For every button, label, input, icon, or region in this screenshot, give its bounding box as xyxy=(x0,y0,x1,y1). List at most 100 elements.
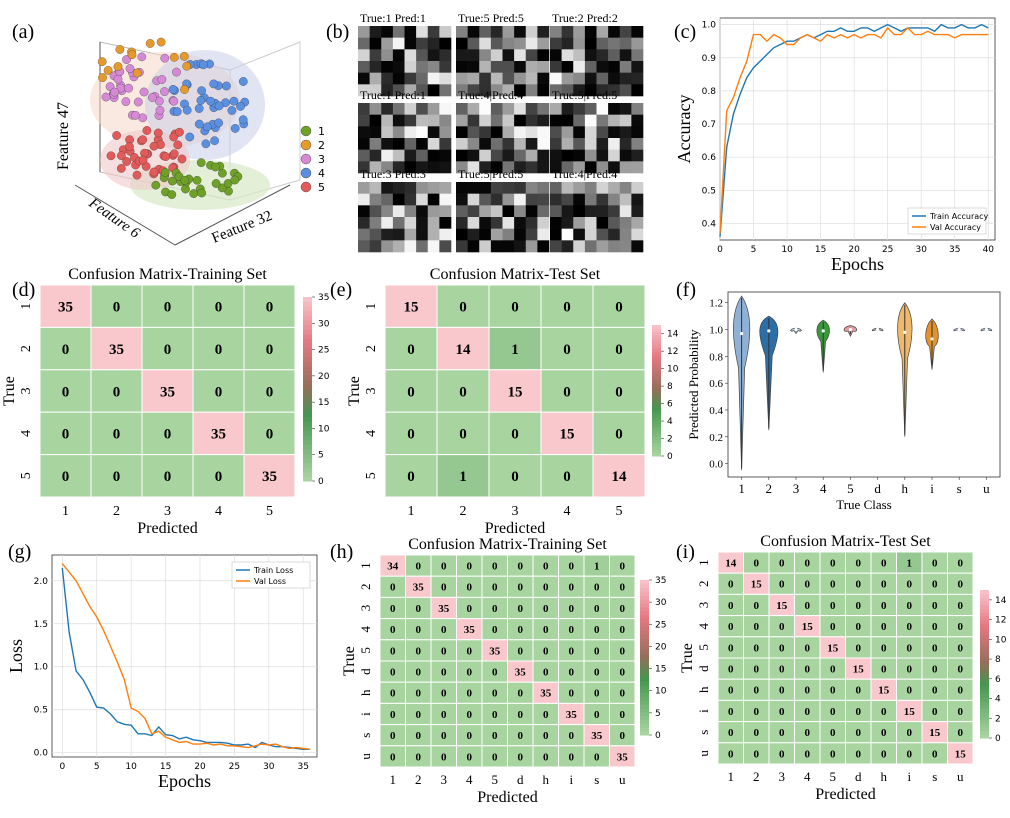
pixel xyxy=(514,217,527,229)
point-class-4 xyxy=(206,96,215,106)
x-tick-label: h xyxy=(902,481,909,496)
colorbar-segment xyxy=(980,656,989,661)
y-tick-label: s xyxy=(358,733,373,738)
cell-value: 15 xyxy=(853,663,865,675)
feature-map-caption-5: True:4|Pred:4 xyxy=(458,88,523,102)
pixel xyxy=(439,240,452,253)
pixel xyxy=(456,138,468,150)
pixel xyxy=(381,72,394,85)
pixel xyxy=(439,126,452,139)
y-tick-label: 1 xyxy=(696,559,711,566)
pixel xyxy=(479,161,492,174)
cell-value: 0 xyxy=(754,621,760,633)
colorbar-segment xyxy=(980,590,989,595)
pixel xyxy=(358,49,370,62)
cell-value: 0 xyxy=(518,645,524,657)
colorbar-tick-label: 35 xyxy=(318,293,329,303)
pixel xyxy=(490,205,503,218)
pixel xyxy=(596,61,609,73)
cell-value: 0 xyxy=(728,642,734,654)
panel-d-confusion-train: 35 0 0 0 0 0 35 0 0 0 0 0 35 0 0 0 0 0 35 0 0 0 0 0 35 1 2 3 4 5 1 2 3 4 5… xyxy=(1,266,330,537)
cell-value: 0 xyxy=(569,751,575,763)
cell-value: 0 xyxy=(958,663,964,675)
pixel xyxy=(608,205,621,218)
pixel xyxy=(584,240,597,253)
pixel xyxy=(502,103,515,115)
pixel xyxy=(467,126,480,139)
colorbar-tick-label: 4 xyxy=(995,695,1001,705)
colorbar-segment xyxy=(652,439,661,444)
pixel xyxy=(404,193,417,206)
point-class-2 xyxy=(98,73,107,82)
pixel xyxy=(631,103,644,115)
pixel xyxy=(490,49,503,62)
cell-value: 0 xyxy=(266,384,274,400)
point-class-1 xyxy=(211,179,221,188)
pixel xyxy=(550,114,562,127)
colorbar-segment xyxy=(640,599,649,604)
cell-value: 0 xyxy=(492,666,498,678)
point-class-4 xyxy=(194,119,204,129)
point-class-2 xyxy=(169,52,179,62)
matrix-cell xyxy=(39,411,92,456)
pixel xyxy=(467,138,480,150)
cell-value: 35 xyxy=(464,624,476,636)
matrix-cell xyxy=(39,454,92,498)
x-tick-label: 1 xyxy=(408,504,415,519)
pixel xyxy=(490,217,503,229)
pixel xyxy=(619,182,632,194)
pixel xyxy=(573,126,586,139)
colorbar-segment xyxy=(652,377,661,382)
pixel xyxy=(369,84,382,97)
cell-value: 0 xyxy=(543,645,549,657)
pixel xyxy=(573,228,586,241)
cell-value: 0 xyxy=(543,603,549,615)
panel-f-violin-chart: 0.0 0.2 0.4 0.6 0.8 1.0 1.2 1 2 3 4 5 d h i s u True Clas… xyxy=(686,291,1001,512)
colorbar-segment xyxy=(652,328,661,333)
pixel xyxy=(514,205,527,218)
pixel xyxy=(537,114,550,127)
cell-value: 0 xyxy=(856,579,862,591)
cell-value: 0 xyxy=(441,624,447,636)
pixel xyxy=(561,37,574,50)
point-class-4 xyxy=(230,124,240,133)
x-tick-label: 1 xyxy=(390,772,397,787)
colorbar-segment xyxy=(980,671,989,676)
pixel xyxy=(608,161,621,174)
legend-marker-4 xyxy=(300,167,312,179)
pixel xyxy=(573,217,586,229)
pixel xyxy=(490,72,503,85)
pixel xyxy=(608,84,621,97)
pixel xyxy=(584,205,597,218)
point-class-5 xyxy=(132,170,142,180)
pixel xyxy=(608,228,621,241)
colorbar-segment xyxy=(980,597,989,602)
pixel xyxy=(369,205,382,218)
pixel xyxy=(456,217,468,229)
pixel xyxy=(584,126,597,139)
cell-value: 0 xyxy=(958,621,964,633)
plot-area xyxy=(719,17,996,241)
cell-value: 0 xyxy=(620,688,626,700)
x-tick-label: 2 xyxy=(113,504,120,519)
point-class-4 xyxy=(214,101,224,111)
cell-value: 0 xyxy=(805,663,811,675)
y-tick-label: 0.0 xyxy=(34,749,49,759)
x-tick-label: d xyxy=(874,481,881,496)
panel-label-a: (a) xyxy=(12,21,34,43)
pixel xyxy=(631,182,644,194)
pixel xyxy=(514,126,527,139)
colorbar-segment xyxy=(980,697,989,702)
pixel xyxy=(427,72,440,85)
cell-value: 0 xyxy=(459,427,467,443)
pixel xyxy=(514,240,527,253)
point-class-3 xyxy=(131,111,140,120)
pixel xyxy=(467,103,480,115)
pixel xyxy=(550,149,562,162)
x-tick-label: 15 xyxy=(160,762,171,772)
colorbar-segment xyxy=(303,379,312,385)
point-class-5 xyxy=(125,142,134,151)
cell-value: 0 xyxy=(441,709,447,721)
cell-value: 0 xyxy=(932,706,938,718)
cell-value: 0 xyxy=(492,730,498,742)
